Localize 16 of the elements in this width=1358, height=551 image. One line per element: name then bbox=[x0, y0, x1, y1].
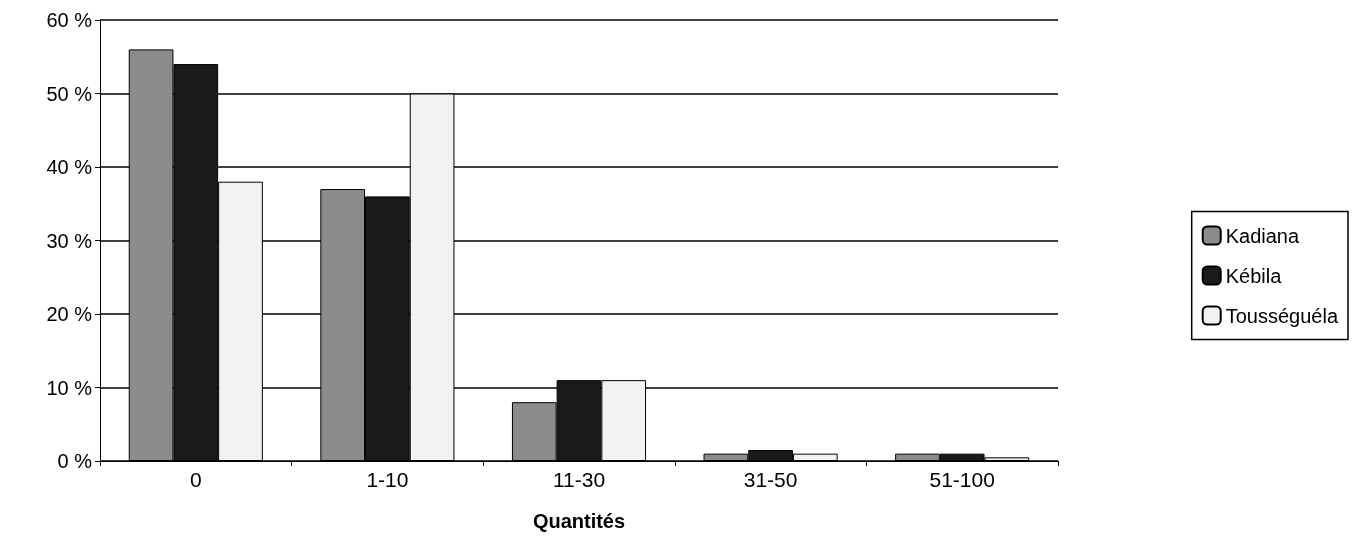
y-tick-label: 20 % bbox=[46, 303, 93, 325]
x-tick-label: 0 bbox=[189, 468, 202, 491]
y-tick-label: 10 % bbox=[46, 376, 93, 399]
x-tick-label: 11-30 bbox=[552, 468, 606, 491]
x-tick-label: 1-10 bbox=[366, 468, 409, 491]
y-tick-label: 50 % bbox=[46, 82, 93, 105]
y-tick-label: 40 % bbox=[46, 156, 93, 178]
legend-label: Tousséguéla bbox=[1225, 304, 1339, 327]
x-tick-label: 31-50 bbox=[743, 468, 798, 491]
y-tick-label: 0 % bbox=[57, 450, 93, 472]
x-axis-title: Quantités bbox=[532, 510, 626, 532]
y-tick-label: 30 % bbox=[46, 229, 93, 252]
y-tick-label: 60 % bbox=[46, 9, 93, 31]
x-tick-label: 51-100 bbox=[929, 468, 995, 491]
legend-label: Kadiana bbox=[1225, 224, 1300, 247]
legend-label: Kébila bbox=[1225, 264, 1283, 287]
